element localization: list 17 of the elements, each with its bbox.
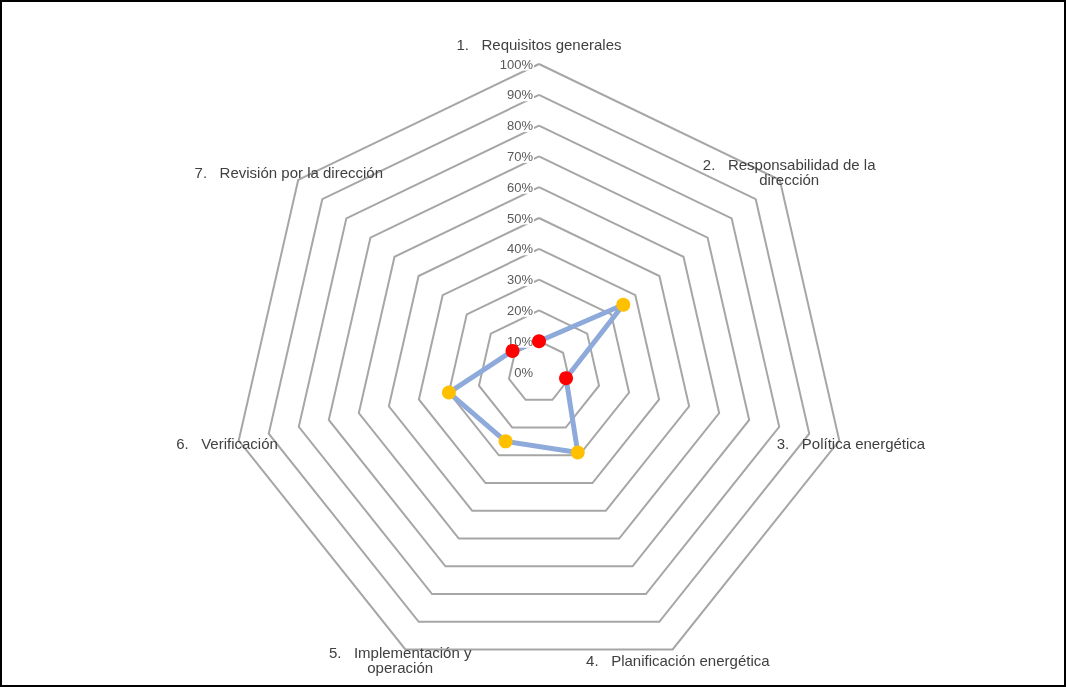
y-tick-label: 90%: [506, 87, 534, 103]
y-tick-label: 60%: [506, 179, 534, 195]
spoke-label: 5. Implementación y operación: [328, 644, 472, 677]
y-tick-label: 0%: [514, 364, 534, 380]
y-tick-label: 80%: [506, 118, 534, 134]
spoke-label: 3. Política energética: [776, 434, 926, 452]
y-tick-label: 70%: [506, 148, 534, 164]
spoke-label: 6. Verificación: [176, 434, 278, 452]
spoke-label: 4. Planificación energética: [586, 651, 771, 669]
spoke-label: 2. Responsabilidad de la dirección: [702, 156, 877, 189]
spoke-label: 7. Revisión por la dirección: [194, 163, 384, 181]
y-tick-label: 40%: [506, 241, 534, 257]
y-tick-label: 30%: [506, 272, 534, 288]
y-tick-label: 50%: [506, 210, 534, 226]
y-tick-label: 20%: [506, 302, 534, 318]
y-tick-label: 100%: [499, 56, 534, 72]
spoke-label: 1. Requisitos generales: [456, 36, 622, 53]
